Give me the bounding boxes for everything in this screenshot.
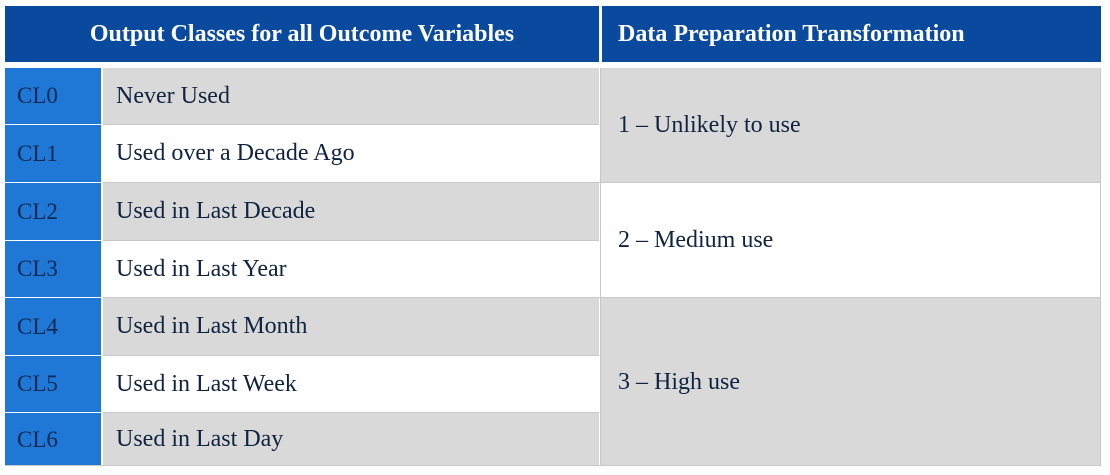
grid-line [5,465,1101,466]
header-data-preparation: Data Preparation Transformation [602,6,1101,62]
grid-line [1100,68,1101,466]
class-code-cl5: CL5 [5,356,101,412]
transformation-unlikely: 1 – Unlikely to use [601,68,1101,182]
output-classes-table: Output Classes for all Outcome Variables… [5,6,1101,466]
class-code-cl4: CL4 [5,298,101,355]
class-label-cl3: Used in Last Year [103,241,599,297]
class-label-cl2: Used in Last Decade [103,183,599,240]
grid-line [103,355,599,356]
class-code-cl3: CL3 [5,241,101,297]
grid-line [103,297,1101,298]
class-code-cl6: CL6 [5,413,101,466]
class-label-cl0: Never Used [103,68,599,124]
header-output-classes: Output Classes for all Outcome Variables [5,6,599,62]
class-code-cl1: CL1 [5,125,101,182]
class-code-cl0: CL0 [5,68,101,124]
class-code-cl2: CL2 [5,183,101,240]
class-label-cl4: Used in Last Month [103,298,599,355]
grid-line [103,182,1101,183]
grid-line [103,412,599,413]
transformation-medium: 2 – Medium use [601,183,1101,297]
class-label-cl5: Used in Last Week [103,356,599,412]
grid-line [103,124,599,125]
class-label-cl1: Used over a Decade Ago [103,125,599,182]
grid-line [103,240,599,241]
grid-line [600,68,601,466]
class-label-cl6: Used in Last Day [103,413,599,466]
transformation-high: 3 – High use [601,298,1101,466]
